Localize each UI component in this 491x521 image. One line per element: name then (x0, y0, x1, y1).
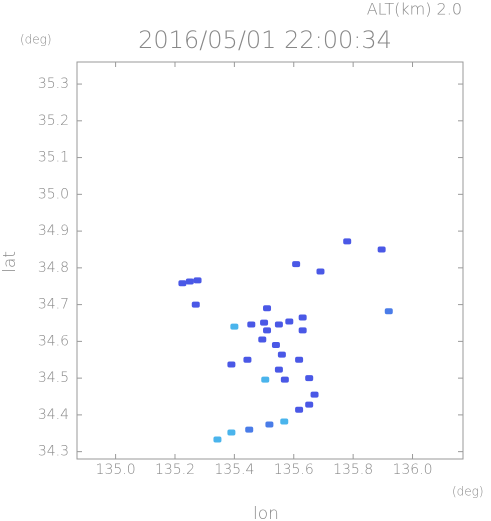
plot-frame (76, 61, 464, 460)
echo-cell (260, 319, 269, 326)
echo-cell (298, 314, 307, 321)
echo-cell (377, 246, 386, 253)
echo-cell (247, 321, 256, 328)
echo-cell (280, 418, 289, 425)
echo-cell (271, 342, 280, 349)
echo-cell (227, 429, 236, 436)
y-tick-label: 35.1 (38, 150, 69, 166)
y-tick-label: 35.3 (38, 76, 69, 92)
y-tick-label: 35.2 (38, 113, 69, 129)
echo-cell (295, 406, 304, 413)
y-tick-label: 34.6 (38, 333, 69, 349)
y-tick-label: 35.0 (38, 186, 69, 202)
echo-cell (227, 361, 236, 368)
x-tick-label: 135.6 (274, 462, 314, 478)
echo-cell (185, 278, 194, 285)
echo-cell (295, 356, 304, 363)
echo-cell (263, 305, 272, 312)
y-axis-label: lat (0, 251, 20, 273)
y-tick-label: 34.4 (38, 407, 69, 423)
echo-cell (263, 327, 272, 334)
echo-cell (384, 308, 393, 315)
echo-cell (274, 321, 283, 328)
echo-cell (230, 323, 239, 330)
echo-cell (258, 336, 267, 343)
x-tick-label: 135.0 (96, 462, 136, 478)
echo-cell (298, 327, 307, 334)
y-tick-label: 34.7 (38, 297, 69, 313)
echo-cell (274, 366, 283, 373)
echo-cell (285, 318, 294, 325)
echo-cell (213, 436, 222, 443)
echo-cell (191, 301, 200, 308)
echo-cell (305, 375, 314, 382)
x-tick-label: 135.8 (333, 462, 373, 478)
echo-cell (245, 426, 254, 433)
x-unit: (deg) (452, 485, 484, 499)
x-tick-label: 136.0 (392, 462, 432, 478)
x-tick-label: 135.4 (214, 462, 254, 478)
echo-cell (178, 280, 187, 287)
echo-cell (265, 421, 274, 428)
x-axis-label: lon (253, 504, 279, 521)
y-tick-label: 34.9 (38, 223, 69, 239)
echo-cell (343, 238, 352, 245)
y-unit: (deg) (20, 33, 52, 47)
echo-cell (280, 376, 289, 383)
y-tick-label: 34.3 (38, 444, 69, 460)
echo-cell (305, 401, 314, 408)
echo-cell (193, 277, 202, 284)
chart-title: 2016/05/01 22:00:34 (138, 26, 392, 54)
x-tick-label: 135.2 (155, 462, 195, 478)
echo-cell (316, 268, 325, 275)
echo-cell (310, 391, 319, 398)
y-tick-label: 34.5 (38, 370, 69, 386)
echo-cell (243, 356, 252, 363)
echo-cell (261, 376, 270, 383)
altitude-label: ALT(km) 2.0 (367, 0, 462, 19)
y-tick-label: 34.8 (38, 260, 69, 276)
echo-cell (292, 261, 301, 268)
echo-cell (277, 351, 286, 358)
